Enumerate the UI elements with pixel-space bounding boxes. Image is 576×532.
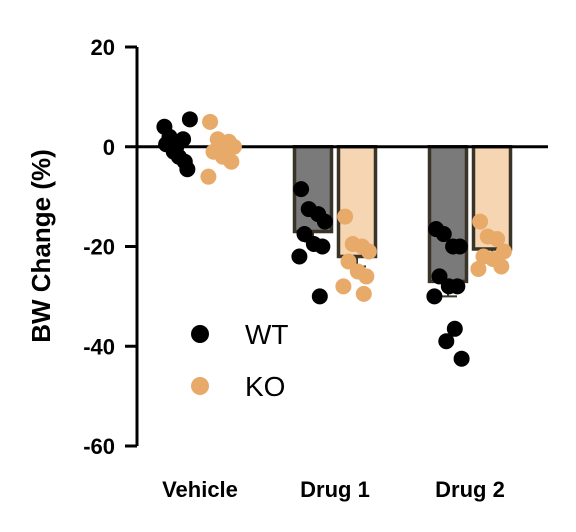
point-ko <box>470 260 487 277</box>
point-wt <box>156 118 173 135</box>
point-ko <box>200 168 217 185</box>
point-ko <box>355 285 372 302</box>
point-wt <box>316 213 333 230</box>
point-ko <box>212 143 229 160</box>
point-ko <box>472 213 489 230</box>
legend: WT KO <box>191 319 289 402</box>
point-ko <box>360 243 377 260</box>
point-wt <box>291 248 308 265</box>
y-tick-label: -40 <box>83 334 115 359</box>
y-tick-label: -20 <box>83 235 115 260</box>
points-layer <box>156 111 512 367</box>
x-tick-label: Drug 1 <box>300 477 370 502</box>
y-axis-title: BW Change (%) <box>26 149 56 343</box>
point-wt <box>168 138 185 155</box>
legend-label-wt: WT <box>245 319 289 350</box>
legend-marker-wt <box>191 325 209 343</box>
point-wt <box>311 288 328 305</box>
point-wt <box>176 153 193 170</box>
y-tick-label: -60 <box>83 434 115 459</box>
point-wt <box>431 268 448 285</box>
point-ko <box>340 253 357 270</box>
point-ko <box>223 153 240 170</box>
point-wt <box>438 333 455 350</box>
point-ko <box>202 113 219 130</box>
point-wt <box>181 111 198 128</box>
x-tick-label: Vehicle <box>162 477 238 502</box>
point-ko <box>358 268 375 285</box>
point-wt <box>293 181 310 198</box>
point-wt <box>449 278 466 295</box>
point-wt <box>453 350 470 367</box>
point-ko <box>335 278 352 295</box>
legend-label-ko: KO <box>245 371 285 402</box>
point-wt <box>314 238 331 255</box>
point-wt <box>451 238 468 255</box>
bar-wt-drug-2 <box>427 145 469 284</box>
point-wt <box>296 226 313 243</box>
y-tick-label: 0 <box>103 135 115 160</box>
point-wt <box>426 288 443 305</box>
point-wt <box>446 320 463 337</box>
point-ko <box>493 258 510 275</box>
axes-layer: 20 0 -20 -40 -60 Vehicle Drug 1 Drug 2 <box>83 35 505 502</box>
legend-marker-ko <box>191 377 209 395</box>
point-wt <box>435 226 452 243</box>
point-ko <box>337 208 354 225</box>
y-tick-label: 20 <box>91 35 115 60</box>
x-tick-label: Drug 2 <box>435 477 505 502</box>
point-ko <box>489 231 506 248</box>
